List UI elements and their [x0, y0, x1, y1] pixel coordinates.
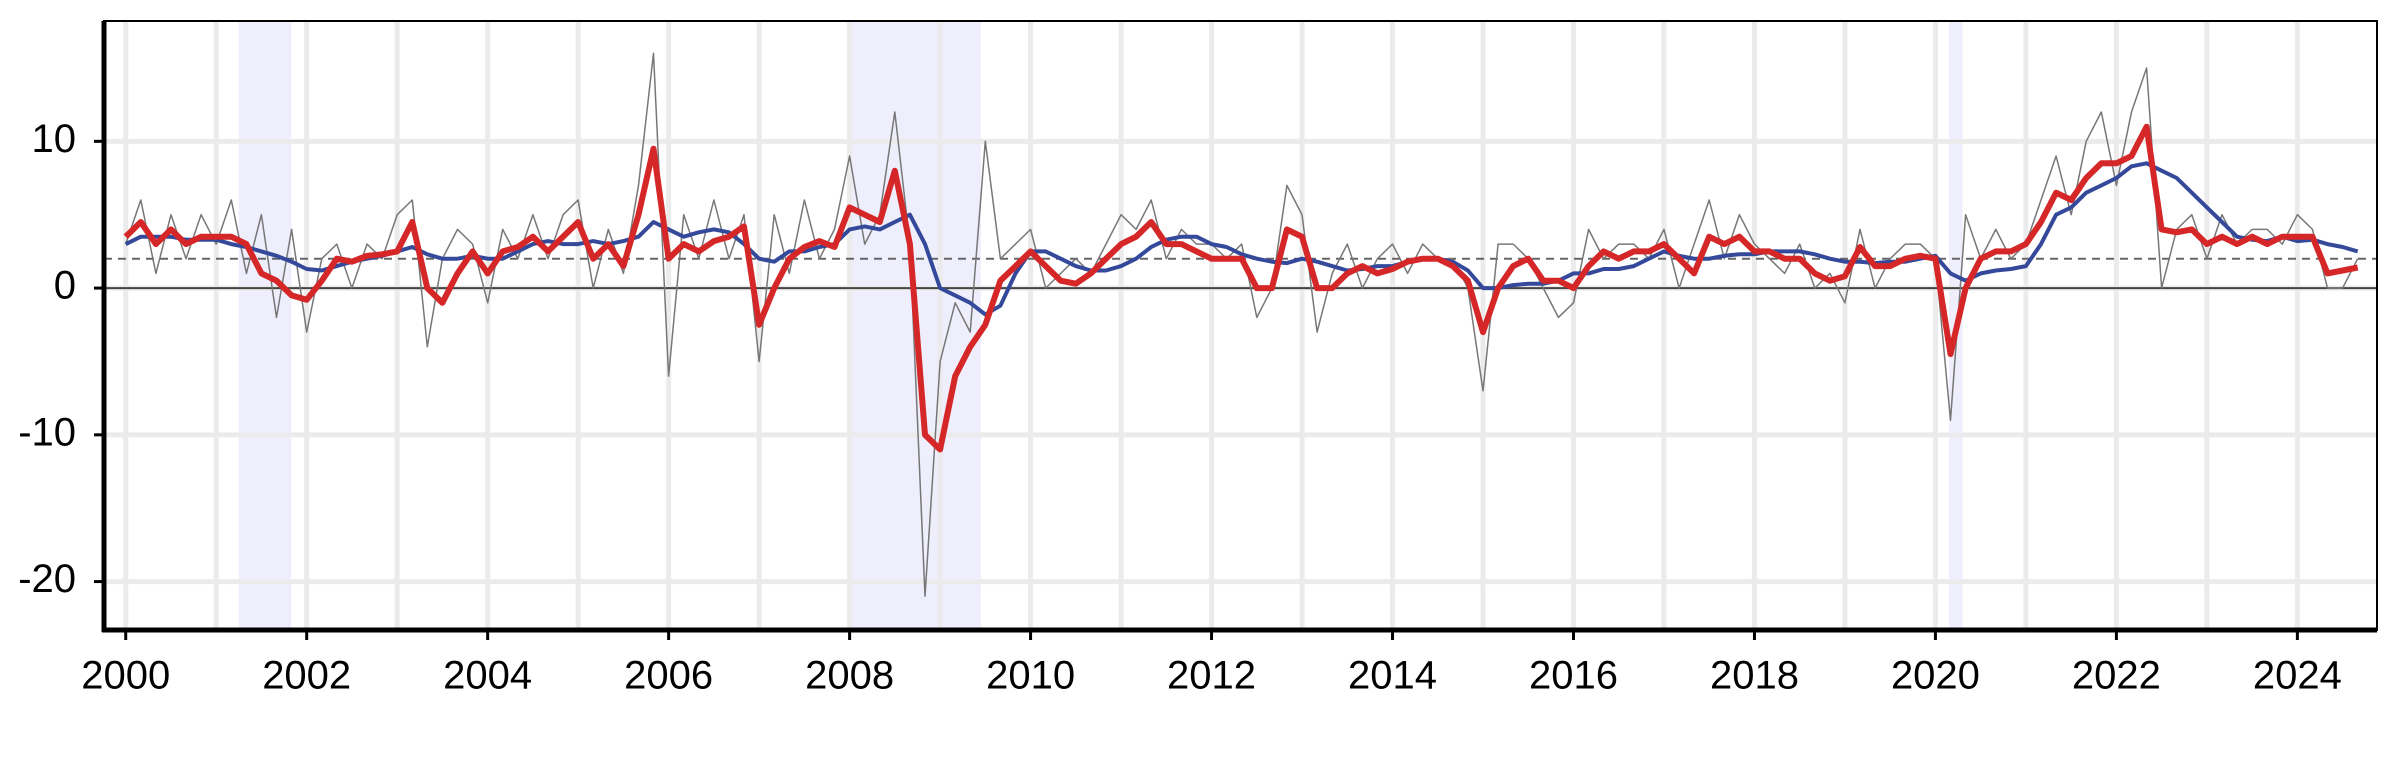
series-line — [124, 161, 2359, 317]
series-line — [123, 123, 2359, 453]
recession-band — [238, 21, 292, 630]
x-tick-label: 2012 — [1167, 654, 1256, 698]
x-tick-label: 2022 — [2072, 654, 2161, 698]
x-tick-label: 2004 — [443, 654, 532, 698]
y-tick-label: -20 — [18, 557, 76, 601]
x-tick-label: 2024 — [2253, 654, 2342, 698]
plot-frame — [103, 20, 2378, 631]
x-tick-label: 2000 — [81, 654, 170, 698]
x-tick-label: 2010 — [986, 654, 1075, 698]
x-tick-label: 2016 — [1529, 654, 1618, 698]
x-tick-label: 2002 — [262, 654, 351, 698]
y-tick-label: 10 — [32, 117, 77, 161]
series-line — [124, 52, 2359, 597]
y-tick-label: -10 — [18, 410, 76, 454]
x-tick-label: 2014 — [1348, 654, 1437, 698]
x-tick-label: 2018 — [1710, 654, 1799, 698]
y-tick-label: 0 — [54, 264, 76, 308]
x-tick-label: 2008 — [805, 654, 894, 698]
x-tick-label: 2020 — [1891, 654, 1980, 698]
x-tick-label: 2006 — [624, 654, 713, 698]
